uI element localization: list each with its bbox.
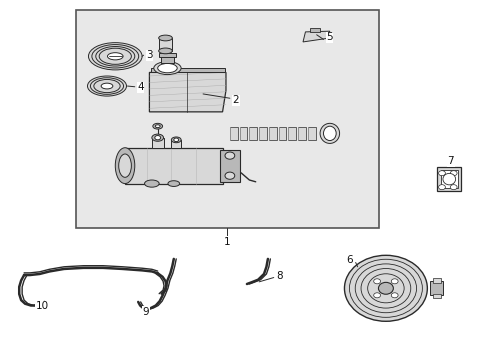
Text: 8: 8 xyxy=(276,271,283,281)
Bar xyxy=(229,127,237,140)
Ellipse shape xyxy=(442,174,455,185)
Ellipse shape xyxy=(373,279,380,284)
Bar xyxy=(288,127,296,140)
Bar xyxy=(436,167,461,191)
Ellipse shape xyxy=(390,293,397,298)
Ellipse shape xyxy=(171,137,181,143)
Bar xyxy=(159,53,175,57)
Polygon shape xyxy=(303,31,329,42)
Bar xyxy=(151,68,224,72)
Text: 9: 9 xyxy=(142,307,149,316)
Ellipse shape xyxy=(390,279,397,284)
Ellipse shape xyxy=(115,148,135,184)
Ellipse shape xyxy=(154,62,181,75)
Text: 1: 1 xyxy=(224,237,230,247)
Ellipse shape xyxy=(88,42,142,70)
Bar xyxy=(171,140,181,148)
Bar xyxy=(429,281,443,296)
Ellipse shape xyxy=(144,180,159,187)
Ellipse shape xyxy=(107,53,123,60)
Ellipse shape xyxy=(101,83,113,89)
Text: 3: 3 xyxy=(146,50,152,60)
Ellipse shape xyxy=(119,154,131,177)
Ellipse shape xyxy=(167,181,179,186)
Bar xyxy=(160,57,174,63)
Ellipse shape xyxy=(320,123,339,143)
Bar xyxy=(76,10,378,228)
Ellipse shape xyxy=(373,293,380,298)
Text: 4: 4 xyxy=(137,82,143,93)
Bar xyxy=(158,38,172,51)
Ellipse shape xyxy=(155,125,160,128)
Text: 5: 5 xyxy=(325,32,332,42)
Ellipse shape xyxy=(158,35,172,41)
Bar xyxy=(249,127,257,140)
Text: 7: 7 xyxy=(447,156,453,166)
Bar xyxy=(220,149,239,182)
Ellipse shape xyxy=(449,185,456,190)
Bar xyxy=(278,127,286,140)
Bar xyxy=(440,170,457,188)
Ellipse shape xyxy=(438,185,445,190)
Ellipse shape xyxy=(378,282,392,294)
Ellipse shape xyxy=(323,126,335,140)
Ellipse shape xyxy=(87,76,126,96)
Polygon shape xyxy=(149,72,225,112)
Ellipse shape xyxy=(344,255,427,321)
Ellipse shape xyxy=(152,134,163,141)
Ellipse shape xyxy=(158,63,177,73)
Bar xyxy=(125,148,222,184)
Ellipse shape xyxy=(438,171,445,176)
Bar xyxy=(432,294,440,298)
Bar xyxy=(298,127,305,140)
Text: 2: 2 xyxy=(232,95,239,105)
Ellipse shape xyxy=(224,172,234,179)
Bar xyxy=(152,138,163,148)
Text: 6: 6 xyxy=(346,255,352,265)
Text: 10: 10 xyxy=(36,301,49,311)
Ellipse shape xyxy=(224,152,234,159)
Ellipse shape xyxy=(155,135,160,140)
Ellipse shape xyxy=(173,138,178,141)
Bar xyxy=(307,127,315,140)
Bar xyxy=(239,127,247,140)
Polygon shape xyxy=(310,28,320,32)
Ellipse shape xyxy=(153,123,162,129)
Ellipse shape xyxy=(449,171,456,176)
Ellipse shape xyxy=(158,48,172,54)
Bar xyxy=(259,127,266,140)
Bar xyxy=(432,278,440,283)
Bar xyxy=(268,127,276,140)
